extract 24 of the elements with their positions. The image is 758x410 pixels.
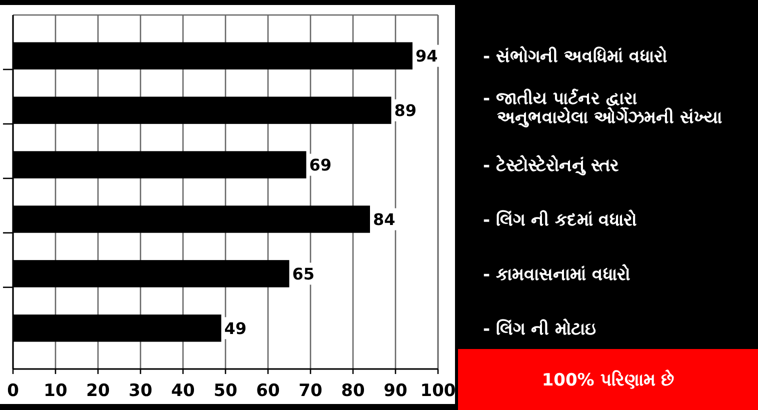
data-label: 94 [416,46,438,66]
y-tick-label: - લિંગ ની મોટાઇ [483,317,596,340]
x-tick-label: 10 [44,381,68,401]
y-tick-label: - કામવાસનામાં વધારો [483,262,630,285]
y-tick-label: - ટેસ્ટોસ્ટેરોનનું સ્તર [483,154,619,176]
data-label: 65 [292,264,315,284]
y-tick-label: - જાતીય પાર્ટનર દ્વારા અનુભવાયેલા ઓર્ગેઝમની સંખ્યા [483,88,722,128]
x-tick-label: 30 [128,381,152,401]
data-label: 84 [373,210,396,229]
text: 100% પરિણામ છે [542,368,674,391]
x-tick-label: 60 [256,381,280,401]
data-label: 69 [309,156,332,175]
x-tick-label: 90 [384,381,408,401]
x-tick-label: 50 [214,381,238,401]
data-label: 89 [394,101,417,120]
x-tick-label: 80 [341,381,365,401]
x-tick-label: 0 [7,381,20,401]
data-label: 49 [224,318,247,338]
y-tick-label: - સંભોગની અવધિમાં વધારો [483,44,667,67]
x-tick-label: 70 [298,381,322,401]
y-tick-label: - લિંગ ની કદમાં વધારો [483,208,637,230]
x-tick-label: 40 [171,381,195,401]
x-tick-label: 100 [420,381,456,401]
x-tick-label: 20 [86,381,110,401]
